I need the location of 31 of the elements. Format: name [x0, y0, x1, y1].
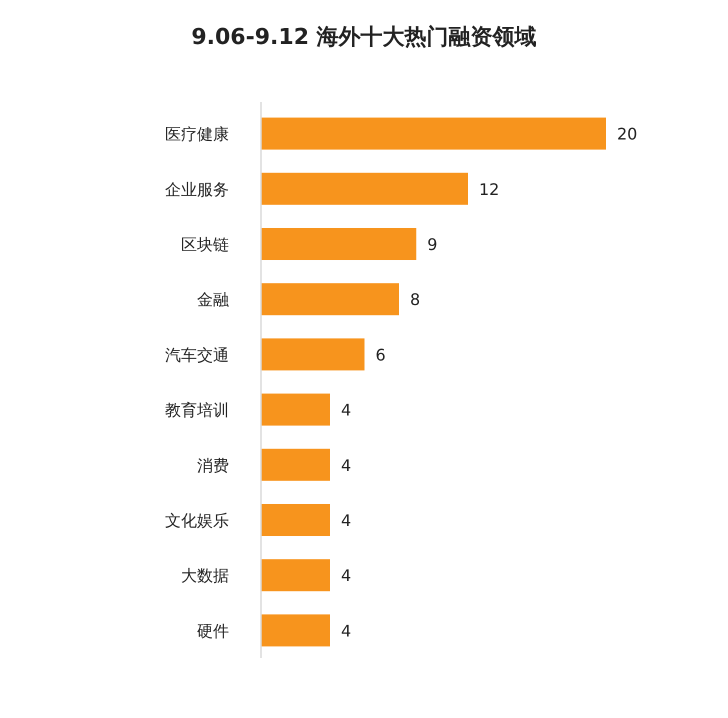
y-tick-label: 教育培训: [165, 400, 229, 420]
bar: [261, 283, 399, 316]
chart-title: 9.06-9.12 海外十大热门融资领域: [191, 24, 537, 50]
data-label: 4: [341, 511, 352, 530]
data-label: 8: [410, 290, 420, 310]
y-tick-label: 大数据: [181, 566, 229, 586]
data-label: 20: [617, 124, 638, 144]
bar: [261, 394, 330, 426]
y-tick-label: 区块链: [181, 235, 229, 254]
bar: [261, 448, 330, 481]
data-label: 4: [341, 456, 352, 475]
bar: [261, 614, 330, 646]
bar: [261, 228, 416, 260]
y-tick-label: 消费: [197, 456, 229, 475]
y-tick-label: 医疗健康: [165, 124, 229, 144]
data-label: 4: [341, 621, 352, 640]
data-label: 9: [427, 235, 438, 254]
bar: [261, 118, 606, 150]
y-tick-label: 企业服务: [165, 180, 229, 199]
bar: [261, 504, 330, 536]
y-tick-label: 硬件: [197, 621, 229, 640]
data-label: 4: [341, 566, 352, 586]
y-tick-label: 金融: [197, 290, 229, 310]
data-label: 12: [479, 180, 500, 199]
y-tick-label: 文化娱乐: [165, 511, 229, 530]
y-tick-label: 汽车交通: [165, 345, 229, 364]
bar: [261, 559, 330, 592]
data-label: 4: [341, 400, 352, 420]
bar: [261, 172, 468, 205]
bar: [261, 338, 364, 370]
data-label: 6: [376, 345, 386, 364]
